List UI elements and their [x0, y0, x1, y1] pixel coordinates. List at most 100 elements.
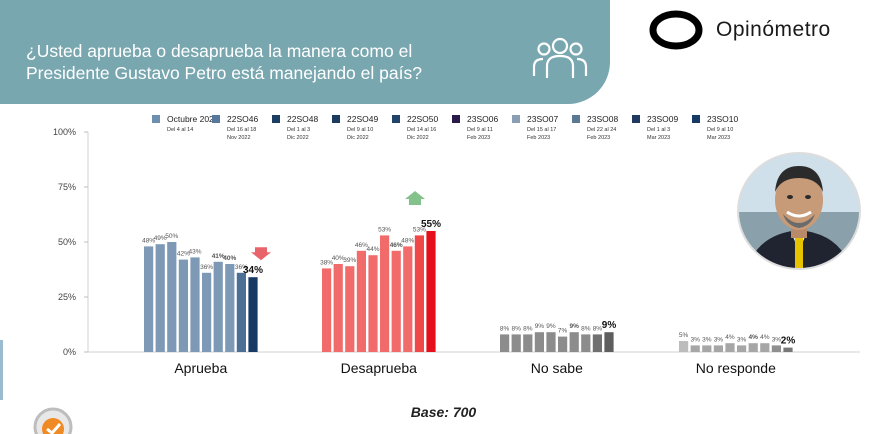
data-label: 42% [177, 251, 190, 258]
data-label: 3% [772, 336, 782, 343]
data-label: 8% [511, 325, 521, 332]
bar [356, 250, 366, 352]
bar [380, 235, 390, 352]
bar [771, 345, 781, 352]
y-tick-label: 75% [58, 182, 76, 192]
data-label: 3% [702, 336, 712, 343]
bar [604, 332, 614, 352]
bar [679, 341, 689, 352]
data-label: 40% [332, 255, 345, 262]
data-label: 9% [602, 320, 617, 331]
legend-sub-label: Del 1 al 3 [647, 127, 670, 133]
legend-label: 23SO06 [467, 114, 498, 124]
data-label: 34% [243, 265, 263, 276]
legend-label: Octubre 2022 [167, 114, 219, 124]
legend-sub-label: Del 15 al 17 [527, 127, 556, 133]
data-label: 49% [154, 235, 167, 242]
data-label: 7% [558, 328, 568, 335]
bar [511, 334, 521, 352]
data-label: 9% [569, 323, 579, 330]
bar [783, 347, 793, 352]
president-photo [737, 152, 861, 270]
bar [345, 266, 355, 352]
data-label: 4% [760, 334, 770, 341]
legend-sub-label: Del 14 al 16 [407, 127, 436, 133]
data-label: 46% [390, 242, 403, 249]
data-label: 46% [355, 242, 368, 249]
trend-up-icon [405, 191, 425, 205]
bar [592, 334, 602, 352]
data-label: 41% [212, 253, 225, 260]
data-label: 48% [142, 237, 155, 244]
bar [760, 343, 770, 352]
legend-swatch [572, 115, 580, 123]
data-label: 9% [535, 323, 545, 330]
bar [225, 264, 235, 352]
legend-sub-label: Dic 2022 [407, 135, 429, 141]
category-label: No sabe [531, 360, 583, 376]
bar [748, 343, 758, 352]
bar [713, 345, 723, 352]
data-label: 48% [401, 237, 414, 244]
legend-sub-label: Mar 2023 [707, 135, 730, 141]
bar [403, 246, 413, 352]
data-label: 43% [188, 248, 201, 255]
data-label: 40% [223, 255, 236, 262]
data-label: 36% [200, 264, 213, 271]
data-label: 2% [781, 336, 796, 347]
edge-mark [0, 340, 3, 400]
page-title: ¿Usted aprueba o desaprueba la manera co… [26, 41, 422, 83]
data-label: 55% [421, 219, 441, 230]
legend-sub-label: Feb 2023 [587, 135, 610, 141]
bar [202, 272, 212, 352]
data-label: 8% [593, 325, 603, 332]
data-label: 44% [366, 246, 379, 253]
legend-swatch [152, 115, 160, 123]
bar [167, 242, 177, 352]
bar [178, 259, 188, 352]
data-label: 4% [748, 334, 758, 341]
bar [546, 332, 556, 352]
bar [368, 255, 378, 352]
data-label: 39% [343, 257, 356, 264]
legend-swatch [632, 115, 640, 123]
legend-swatch [392, 115, 400, 123]
data-label: 3% [714, 336, 724, 343]
legend-sub-label: Dic 2022 [347, 135, 369, 141]
legend-sub-label: Mar 2023 [647, 135, 670, 141]
bar [333, 264, 343, 352]
legend-swatch [272, 115, 280, 123]
base-note: Base: 700 [410, 404, 477, 420]
data-label: 53% [378, 226, 391, 233]
logo-text: Opinómetro [716, 18, 831, 41]
legend-label: 22SO49 [347, 114, 378, 124]
legend-sub-label: Del 1 al 3 [287, 127, 310, 133]
data-label: 53% [413, 226, 426, 233]
bar [702, 345, 712, 352]
brand-logo: Opinómetro [648, 10, 831, 50]
bar [581, 334, 591, 352]
data-label: 4% [725, 334, 735, 341]
legend-label: 22SO48 [287, 114, 318, 124]
data-label: 3% [737, 336, 747, 343]
header-band [0, 0, 610, 104]
legend-sub-label: Feb 2023 [467, 135, 490, 141]
legend-sub-label: Del 16 al 18 [227, 127, 256, 133]
bar [391, 250, 401, 352]
bar [213, 261, 223, 352]
bar [737, 345, 747, 352]
category-label: Desaprueba [341, 360, 417, 376]
people-group-icon [532, 37, 588, 78]
legend-swatch [692, 115, 700, 123]
legend-sub-label: Del 4 al 14 [167, 127, 193, 133]
bar [248, 277, 258, 352]
data-label: 50% [165, 233, 178, 240]
data-label: 8% [523, 325, 533, 332]
y-tick-label: 0% [63, 347, 76, 357]
legend-label: 22SO50 [407, 114, 438, 124]
legend-sub-label: Feb 2023 [527, 135, 550, 141]
legend-sub-label: Del 9 al 10 [347, 127, 373, 133]
category-label: Aprueba [174, 360, 227, 376]
legend-sub-label: Del 9 al 10 [707, 127, 733, 133]
